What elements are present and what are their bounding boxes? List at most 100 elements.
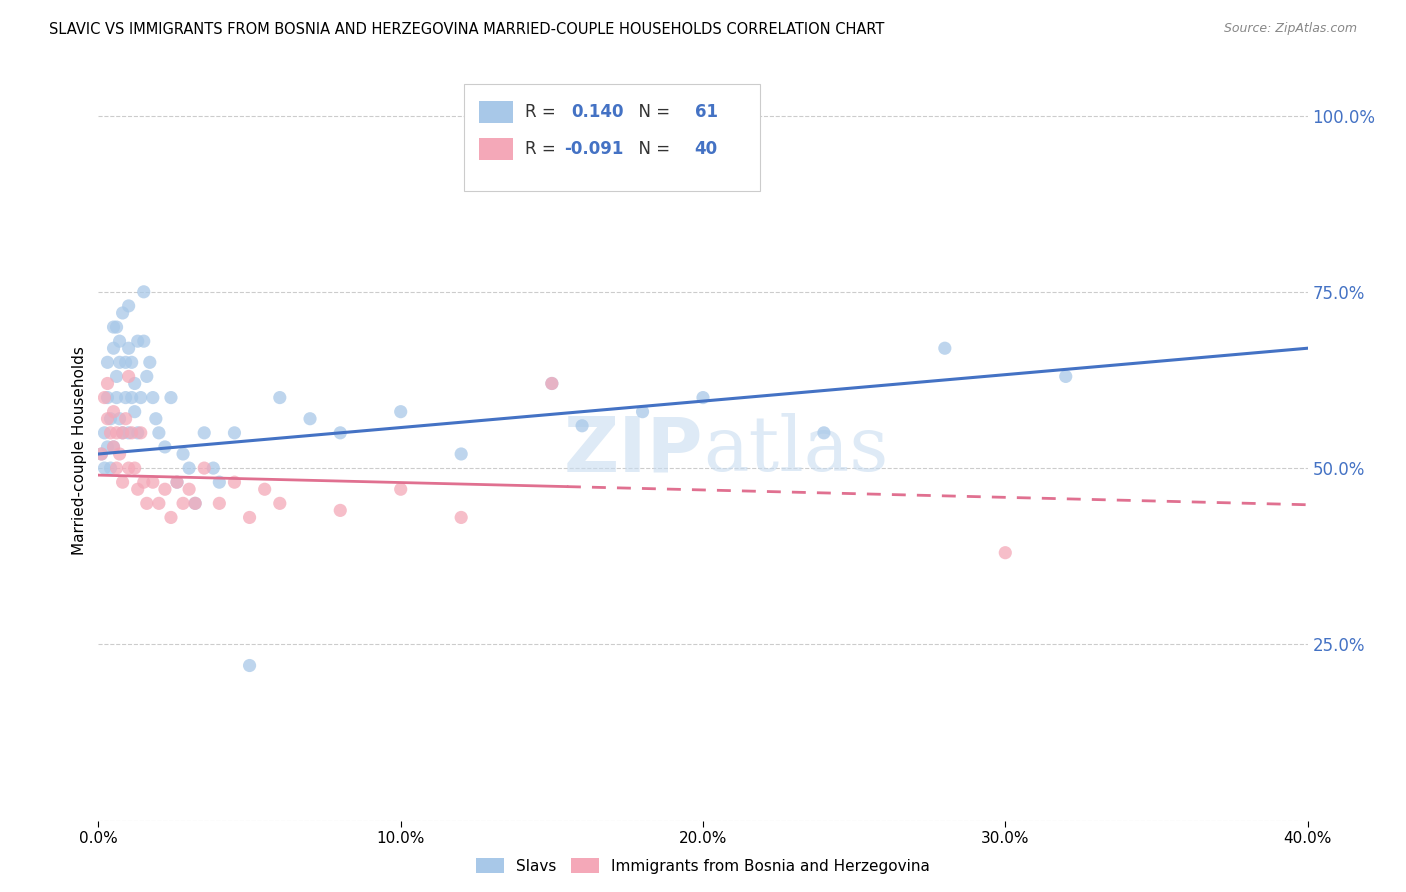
Point [103, 341, 125, 355]
Text: -0.091: -0.091 [564, 140, 623, 158]
Point [269, 496, 291, 510]
Point [160, 510, 183, 524]
Point [96, 391, 118, 405]
Point [96, 355, 118, 369]
Text: N =: N = [628, 103, 675, 121]
Point [108, 447, 131, 461]
Point [124, 461, 146, 475]
Point [193, 425, 215, 440]
Point [108, 355, 131, 369]
Point [208, 496, 231, 510]
Point [96, 440, 118, 454]
Point [172, 447, 194, 461]
Point [103, 320, 125, 334]
Point [692, 391, 714, 405]
Text: ZIP: ZIP [564, 414, 703, 487]
Point [224, 475, 246, 490]
Point [166, 475, 188, 490]
Point [100, 411, 122, 425]
Point [121, 391, 143, 405]
Point [132, 334, 155, 348]
Point [193, 461, 215, 475]
Point [239, 510, 262, 524]
Point [105, 320, 128, 334]
Point [103, 405, 125, 419]
Point [153, 440, 176, 454]
Point [108, 411, 131, 425]
Point [450, 510, 472, 524]
Point [139, 355, 162, 369]
Point [299, 411, 322, 425]
Point [172, 496, 194, 510]
Y-axis label: Married-couple Households: Married-couple Households [72, 346, 87, 555]
Text: SLAVIC VS IMMIGRANTS FROM BOSNIA AND HERZEGOVINA MARRIED-COUPLE HOUSEHOLDS CORRE: SLAVIC VS IMMIGRANTS FROM BOSNIA AND HER… [49, 22, 884, 37]
Text: R =: R = [526, 140, 561, 158]
Point [631, 405, 654, 419]
Point [571, 418, 593, 433]
Point [121, 425, 143, 440]
Point [179, 461, 201, 475]
Text: Source: ZipAtlas.com: Source: ZipAtlas.com [1223, 22, 1357, 36]
Point [329, 425, 352, 440]
Point [124, 405, 146, 419]
Point [114, 391, 136, 405]
Point [100, 425, 122, 440]
Point [142, 475, 165, 490]
Point [124, 376, 146, 391]
Point [148, 425, 170, 440]
Point [540, 376, 562, 391]
Point [145, 411, 167, 425]
Point [540, 376, 562, 391]
Point [105, 391, 128, 405]
Point [105, 425, 128, 440]
Point [114, 355, 136, 369]
Text: 40: 40 [695, 140, 717, 158]
Point [239, 658, 262, 673]
Text: 0.140: 0.140 [571, 103, 624, 121]
Point [132, 475, 155, 490]
Point [127, 425, 149, 440]
Point [202, 461, 225, 475]
Point [118, 341, 141, 355]
Point [127, 482, 149, 496]
Point [208, 475, 231, 490]
Point [118, 299, 141, 313]
FancyBboxPatch shape [479, 101, 513, 123]
Point [111, 425, 134, 440]
Point [269, 391, 291, 405]
Point [329, 503, 352, 517]
Point [132, 285, 155, 299]
Point [108, 334, 131, 348]
Point [105, 461, 128, 475]
Point [389, 482, 412, 496]
Point [100, 461, 122, 475]
FancyBboxPatch shape [464, 84, 759, 191]
Point [153, 482, 176, 496]
Point [135, 369, 157, 384]
Point [129, 425, 152, 440]
Point [450, 447, 472, 461]
Point [93, 391, 115, 405]
Point [813, 425, 835, 440]
Point [184, 496, 207, 510]
Point [135, 496, 157, 510]
Text: atlas: atlas [703, 414, 889, 487]
Point [253, 482, 276, 496]
Text: N =: N = [628, 140, 675, 158]
Point [118, 425, 141, 440]
Point [160, 391, 183, 405]
Point [114, 411, 136, 425]
Point [1054, 369, 1077, 384]
Point [166, 475, 188, 490]
Point [103, 440, 125, 454]
Point [389, 405, 412, 419]
Point [111, 306, 134, 320]
Point [179, 482, 201, 496]
Point [148, 496, 170, 510]
Point [96, 411, 118, 425]
Point [121, 355, 143, 369]
Point [105, 369, 128, 384]
Point [103, 440, 125, 454]
Point [994, 546, 1017, 560]
Point [93, 461, 115, 475]
